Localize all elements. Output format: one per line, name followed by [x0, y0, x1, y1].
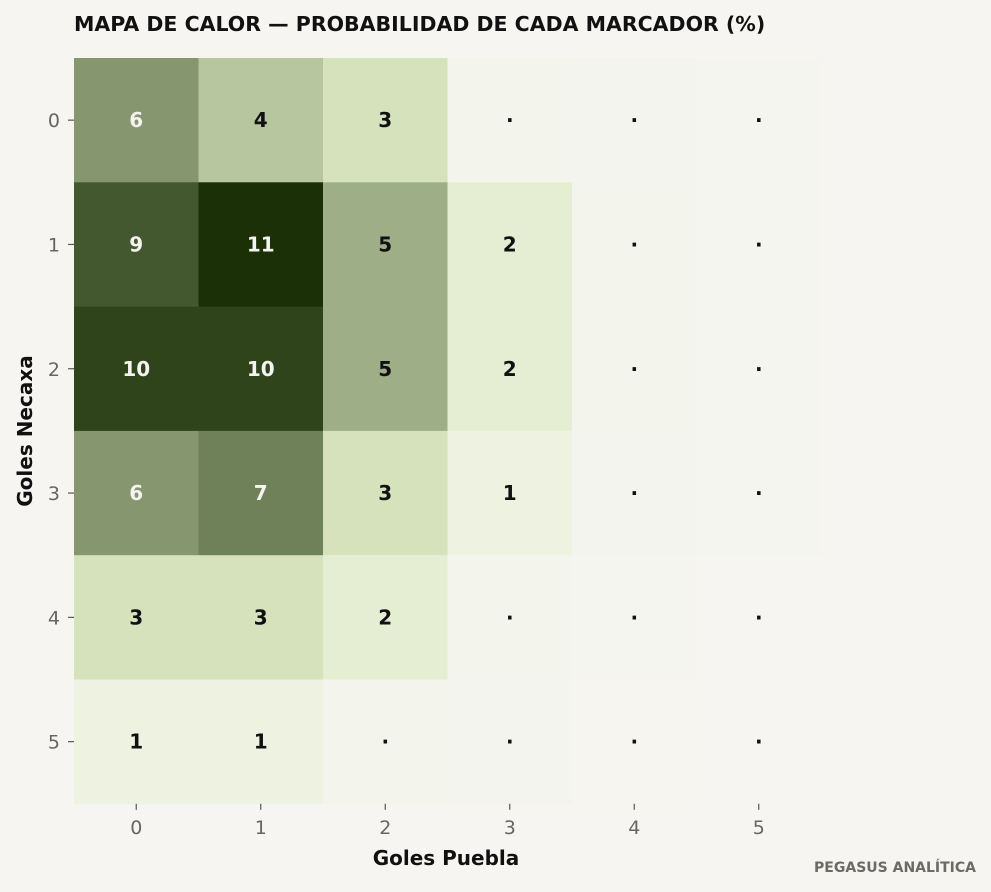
heatmap-cell	[696, 58, 822, 183]
heatmap-cell-label: ·	[755, 605, 763, 629]
heatmap-cell	[198, 182, 324, 308]
x-tick-label: 0	[130, 817, 142, 839]
heatmap-cell-label: 7	[254, 481, 268, 505]
heatmap-cell-label: ·	[630, 108, 638, 132]
x-tick-label: 2	[379, 817, 391, 839]
y-tick-label: 0	[48, 110, 60, 132]
heatmap-cell	[447, 182, 573, 308]
heatmap-cell	[323, 182, 449, 308]
heatmap-cell-label: ·	[630, 605, 638, 629]
y-tick-label: 4	[48, 607, 60, 629]
heatmap-cell-label: 2	[503, 357, 517, 381]
heatmap-cell	[323, 555, 449, 681]
heatmap-cell	[323, 679, 449, 805]
heatmap-cell-label: ·	[755, 108, 763, 132]
heatmap-cell-label: 5	[378, 232, 392, 256]
heatmap-cell	[572, 679, 698, 805]
heatmap-cell	[74, 306, 200, 432]
heatmap-cell-label: 10	[122, 357, 150, 381]
heatmap-cell-label: 10	[247, 357, 275, 381]
heatmap-cell-label: 1	[254, 730, 268, 754]
x-axis: 0 1 2 3 4 5	[130, 803, 765, 839]
heatmap-cell-label: 3	[378, 108, 392, 132]
heatmap-cell	[447, 58, 573, 183]
heatmap-cell-label: ·	[755, 730, 763, 754]
heatmap-cell	[572, 430, 698, 556]
x-axis-label: Goles Puebla	[373, 846, 520, 870]
x-tick-label: 5	[753, 817, 765, 839]
heatmap-cell-label: 2	[503, 232, 517, 256]
heatmap-cell-label: ·	[755, 357, 763, 381]
heatmap-cell	[198, 306, 324, 432]
heatmap-cell-label: 9	[129, 232, 143, 256]
heatmap-cell	[572, 306, 698, 432]
heatmap-cell	[696, 679, 822, 805]
heatmap-cell-label: 2	[378, 605, 392, 629]
heatmap-cell-label: ·	[381, 730, 389, 754]
heatmap-cell	[696, 306, 822, 432]
heatmap-cell-label: 11	[247, 232, 275, 256]
heatmap-cell-label: ·	[506, 730, 514, 754]
heatmap-cell	[572, 182, 698, 308]
heatmap-cell-label: ·	[630, 357, 638, 381]
heatmap-cell	[198, 58, 324, 183]
heatmap-cell-label: ·	[630, 481, 638, 505]
x-tick-label: 1	[255, 817, 267, 839]
heatmap-cell-label: 3	[378, 481, 392, 505]
x-tick-label: 4	[628, 817, 640, 839]
heatmap-cell-label: 4	[254, 108, 268, 132]
heatmap-cell-label: ·	[630, 730, 638, 754]
credit-watermark: PEGASUS ANALÍTICA	[814, 860, 976, 876]
x-tick-label: 3	[504, 817, 516, 839]
heatmap-cell	[74, 430, 200, 556]
heatmap-cell	[447, 306, 573, 432]
heatmap-cell-label: 1	[129, 730, 143, 754]
y-axis: 0 1 2 3 4 5	[48, 110, 74, 754]
heatmap-cell	[572, 58, 698, 183]
chart-title: MAPA DE CALOR — PROBABILIDAD DE CADA MAR…	[74, 12, 766, 36]
heatmap-cell	[447, 555, 573, 681]
heatmap-cell-label: 5	[378, 357, 392, 381]
heatmap-cell	[74, 679, 200, 805]
heatmap-cell	[74, 182, 200, 308]
y-tick-label: 1	[48, 234, 60, 256]
heatmap-cell	[74, 58, 200, 183]
y-tick-label: 3	[48, 483, 60, 505]
heatmap-cell-labels: 6 4 3 · · ·9 11 5 2 · ·10 10 5 2 · ·6 7 3 1 · ·3 3 2 · · ·1 1 · · · ·	[122, 108, 762, 754]
heatmap-cell	[323, 430, 449, 556]
y-tick-label: 2	[48, 359, 60, 381]
heatmap-cell-label: ·	[755, 481, 763, 505]
heatmap-cell	[696, 430, 822, 556]
heatmap-cell-label: 3	[254, 605, 268, 629]
heatmap-cells	[74, 58, 822, 805]
heatmap-cell-label: ·	[506, 605, 514, 629]
heatmap-cell	[696, 182, 822, 308]
heatmap-cell	[323, 306, 449, 432]
heatmap-cell	[74, 555, 200, 681]
heatmap-cell-label: 3	[129, 605, 143, 629]
heatmap-cell-label: ·	[506, 108, 514, 132]
heatmap-cell	[323, 58, 449, 183]
heatmap-cell-label: 6	[129, 481, 143, 505]
heatmap-cell-label: ·	[630, 232, 638, 256]
heatmap-cell	[447, 679, 573, 805]
y-tick-label: 5	[48, 732, 60, 754]
heatmap-cell	[198, 430, 324, 556]
heatmap-cell-label: 1	[503, 481, 517, 505]
heatmap-cell-label: ·	[755, 232, 763, 256]
heatmap-cell	[572, 555, 698, 681]
y-axis-label: Goles Necaxa	[13, 355, 37, 507]
heatmap-cell	[447, 430, 573, 556]
heatmap-cell	[198, 555, 324, 681]
heatmap-cell	[696, 555, 822, 681]
heatmap-cell	[198, 679, 324, 805]
heatmap-cell-label: 6	[129, 108, 143, 132]
